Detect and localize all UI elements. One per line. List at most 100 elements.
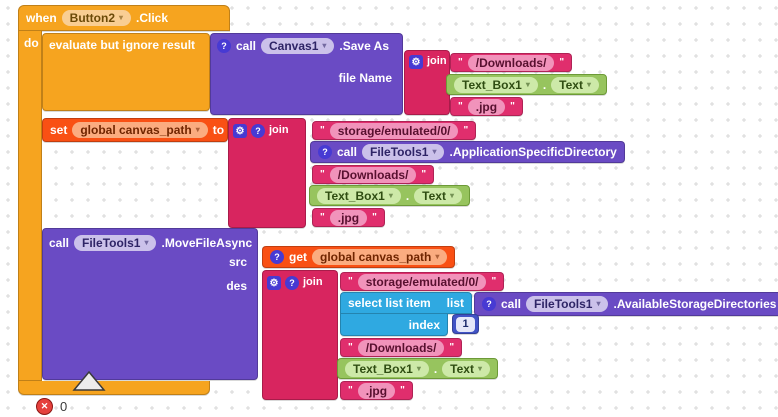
text-string-block[interactable]: " storage/emulated/0/ " [312, 121, 477, 140]
string-value-field[interactable]: /Downloads/ [467, 54, 555, 71]
number-block[interactable]: 1 [452, 314, 479, 334]
help-icon[interactable]: ? [217, 39, 231, 53]
string-value-field[interactable]: storage/emulated/0/ [357, 273, 487, 290]
dropdown-arrow-icon: ▾ [525, 79, 530, 89]
help-icon[interactable]: ? [270, 250, 284, 264]
component-dropdown-filetools1[interactable]: FileTools1 ▾ [362, 144, 445, 160]
string-value-field[interactable]: .jpg [329, 209, 368, 226]
dot-separator: . [542, 77, 547, 92]
variable-dropdown[interactable]: global canvas_path ▾ [72, 122, 208, 138]
dropdown-arrow-icon: ▾ [449, 190, 454, 200]
call-filetools-appspecificdir-block[interactable]: ? call FileTools1 ▾ .ApplicationSpecific… [310, 141, 625, 163]
help-icon[interactable]: ? [251, 124, 265, 138]
help-icon[interactable]: ? [318, 145, 332, 159]
string-value-field[interactable]: /Downloads/ [357, 339, 445, 356]
dropdown-arrow-icon: ▾ [432, 147, 437, 156]
select-list-item-label: select list item [348, 296, 431, 310]
close-quote: " [372, 212, 377, 223]
component-dropdown-textbox1[interactable]: Text_Box1 ▾ [317, 187, 401, 204]
text-string-block[interactable]: " /Downloads/ " [340, 338, 463, 357]
string-value-field[interactable]: .jpg [357, 382, 396, 399]
close-quote: " [491, 276, 497, 287]
string-value-field[interactable]: .jpg [467, 98, 506, 115]
open-quote: " [320, 212, 325, 223]
open-quote: " [458, 101, 463, 112]
string-value-field[interactable]: storage/emulated/0/ [329, 122, 459, 139]
dot-separator: . [405, 188, 410, 203]
select-list-item-block[interactable]: select list item list [340, 292, 472, 314]
call-keyword: call [337, 145, 358, 159]
mutator-gear-icon[interactable]: ⚙ [409, 55, 423, 69]
string-value-field[interactable]: /Downloads/ [329, 166, 417, 183]
when-event-block-header[interactable]: when Button2 ▾ .Click [18, 5, 230, 31]
open-quote: " [458, 57, 463, 68]
close-quote: " [400, 385, 405, 396]
text-string-block[interactable]: " .jpg " [450, 97, 523, 116]
open-quote: " [348, 276, 353, 287]
method-name-label: .ApplicationSpecificDirectory [449, 145, 617, 159]
component-dropdown-canvas1[interactable]: Canvas1 ▾ [261, 38, 335, 54]
dropdown-arrow-icon: ▾ [388, 190, 393, 200]
call-canvas-saveas-block[interactable]: ? call Canvas1 ▾ .Save As file Name [210, 33, 403, 115]
textbox-text-getter-block[interactable]: Text_Box1 ▾ . Text ▾ [337, 358, 498, 379]
component-dropdown-textbox1[interactable]: Text_Box1 ▾ [345, 360, 429, 377]
open-quote: " [348, 385, 353, 396]
property-dropdown-text[interactable]: Text ▾ [414, 187, 462, 204]
help-icon[interactable]: ? [482, 297, 496, 311]
method-name-label: .MoveFileAsync [161, 236, 253, 250]
do-keyword: do [24, 36, 39, 50]
error-indicator[interactable]: ✕ 0 [36, 398, 67, 415]
call-keyword: call [49, 236, 70, 250]
text-string-block[interactable]: " storage/emulated/0/ " [340, 272, 505, 291]
dot-separator: . [433, 361, 438, 376]
close-quote: " [463, 125, 469, 136]
param-des-label: des [226, 279, 247, 293]
when-event-block-bottom[interactable] [18, 381, 210, 395]
join-block-2[interactable]: ⚙ ? join [228, 118, 306, 228]
join-block-3[interactable]: ⚙ ? join [262, 270, 338, 400]
component-dropdown-filetools1[interactable]: FileTools1 ▾ [74, 235, 157, 251]
variable-dropdown[interactable]: global canvas_path ▾ [312, 249, 448, 265]
dropdown-arrow-icon: ▾ [416, 363, 421, 373]
param-index-label: index [408, 317, 440, 332]
mutator-gear-icon[interactable]: ⚙ [233, 124, 247, 138]
close-quote: " [510, 101, 515, 112]
component-dropdown-button2[interactable]: Button2 ▾ [61, 10, 132, 26]
error-icon[interactable]: ✕ [36, 398, 53, 415]
close-quote: " [421, 169, 427, 180]
mutator-gear-icon[interactable]: ⚙ [267, 276, 281, 290]
text-string-block[interactable]: " /Downloads/ " [450, 53, 573, 72]
set-variable-block[interactable]: set global canvas_path ▾ to [42, 118, 228, 142]
event-name-label: .Click [136, 11, 169, 25]
when-keyword: when [26, 11, 57, 25]
textbox-text-getter-block[interactable]: Text_Box1 ▾ . Text ▾ [309, 185, 470, 206]
dropdown-arrow-icon: ▾ [477, 363, 482, 373]
when-event-block-spine[interactable]: do [18, 31, 42, 381]
component-dropdown-filetools1[interactable]: FileTools1 ▾ [526, 296, 609, 312]
open-quote: " [320, 125, 325, 136]
evaluate-label: evaluate but ignore result [49, 38, 196, 52]
text-string-block[interactable]: " .jpg " [340, 381, 413, 400]
param-list-label: list [446, 296, 464, 310]
number-input[interactable]: 1 [456, 316, 475, 332]
text-string-block[interactable]: " .jpg " [312, 208, 385, 227]
call-filetools-availabledirs-block[interactable]: ? call FileTools1 ▾ .AvailableStorageDir… [474, 292, 778, 316]
param-filename-label: file Name [338, 71, 392, 85]
property-dropdown-text[interactable]: Text ▾ [442, 360, 490, 377]
component-dropdown-textbox1[interactable]: Text_Box1 ▾ [454, 76, 538, 93]
select-list-item-index-row[interactable]: index [340, 314, 448, 336]
help-icon[interactable]: ? [285, 276, 299, 290]
set-keyword: set [50, 123, 68, 137]
warning-triangle-icon[interactable] [72, 370, 106, 392]
text-string-block[interactable]: " /Downloads/ " [312, 165, 435, 184]
open-quote: " [320, 169, 325, 180]
open-quote: " [348, 342, 353, 353]
call-filetools-movefileasync-block[interactable]: call FileTools1 ▾ .MoveFileAsync src des [42, 228, 258, 380]
property-dropdown-text[interactable]: Text ▾ [551, 76, 599, 93]
textbox-text-getter-block[interactable]: Text_Box1 ▾ . Text ▾ [446, 74, 607, 95]
join-label: join [269, 124, 289, 136]
join-block-1[interactable]: ⚙ join [404, 50, 450, 115]
evaluate-but-ignore-result-block[interactable]: evaluate but ignore result [42, 33, 210, 111]
get-variable-block[interactable]: ? get global canvas_path ▾ [262, 246, 456, 268]
